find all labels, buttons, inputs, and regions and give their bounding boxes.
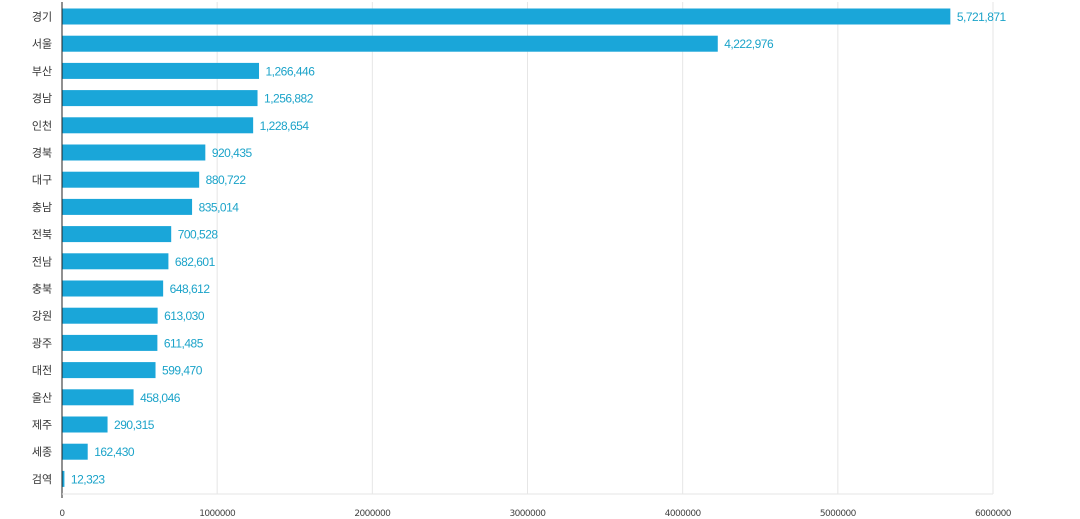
value-label: 920,435 <box>212 146 253 160</box>
x-tick-label: 1000000 <box>199 509 236 519</box>
value-label: 613,030 <box>164 309 205 323</box>
category-label: 전남 <box>32 255 52 268</box>
category-label: 광주 <box>32 337 52 350</box>
x-tick-label: 2000000 <box>354 509 391 519</box>
category-label: 강원 <box>32 310 52 323</box>
bar <box>62 171 200 188</box>
bar <box>62 62 260 79</box>
bar <box>62 144 206 161</box>
bar <box>62 8 951 25</box>
x-tick-label: 4000000 <box>665 509 702 519</box>
bar <box>62 280 164 297</box>
bar <box>62 443 88 460</box>
value-label: 1,228,654 <box>260 119 310 133</box>
category-label: 충북 <box>32 283 52 296</box>
category-label: 경남 <box>32 92 52 105</box>
value-label: 599,470 <box>162 364 203 378</box>
bar <box>62 253 169 270</box>
bar <box>62 226 172 243</box>
category-label: 서울 <box>32 38 52 51</box>
category-label: 경북 <box>32 147 52 160</box>
value-label: 880,722 <box>206 173 247 187</box>
bars <box>62 8 951 487</box>
x-tick-label: 5000000 <box>820 509 857 519</box>
category-label: 경기 <box>32 11 52 24</box>
category-label: 대구 <box>32 174 52 187</box>
labels: 0 1000000 2000000 3000000 4000000 5000000 6000… <box>32 10 1013 519</box>
value-label: 648,612 <box>170 282 211 296</box>
value-label: 682,601 <box>175 255 216 269</box>
value-label: 835,014 <box>199 200 240 214</box>
value-label: 458,046 <box>140 391 181 405</box>
bar <box>62 389 134 406</box>
category-label: 세종 <box>32 446 52 459</box>
x-tick-label: 6000000 <box>975 509 1012 519</box>
category-label: 대전 <box>32 364 52 377</box>
category-label: 전북 <box>32 228 52 241</box>
category-label: 울산 <box>32 391 52 404</box>
value-label: 1,256,882 <box>264 92 314 106</box>
bar <box>62 334 158 351</box>
category-label: 검역 <box>32 473 52 486</box>
axes <box>61 2 993 498</box>
category-label: 인천 <box>32 118 52 132</box>
bar <box>62 35 718 52</box>
x-tick-label: 0 <box>59 509 65 519</box>
value-label: 4,222,976 <box>724 37 774 51</box>
category-label: 제주 <box>32 419 52 432</box>
bar <box>62 470 65 487</box>
category-label: 부산 <box>32 65 52 78</box>
value-label: 12,323 <box>71 472 106 486</box>
bar <box>62 416 108 433</box>
bar <box>62 307 158 324</box>
gridlines <box>216 2 994 494</box>
bar <box>62 362 156 379</box>
x-tick-label: 3000000 <box>510 509 547 519</box>
category-label: 충남 <box>32 201 52 214</box>
value-label: 1,266,446 <box>266 64 316 78</box>
bar <box>62 90 258 107</box>
value-label: 700,528 <box>178 228 219 242</box>
value-label: 290,315 <box>114 418 155 432</box>
value-label: 5,721,871 <box>957 10 1007 24</box>
bar <box>62 117 254 134</box>
value-label: 162,430 <box>94 445 135 459</box>
bar <box>62 198 193 215</box>
value-label: 611,485 <box>164 336 204 350</box>
